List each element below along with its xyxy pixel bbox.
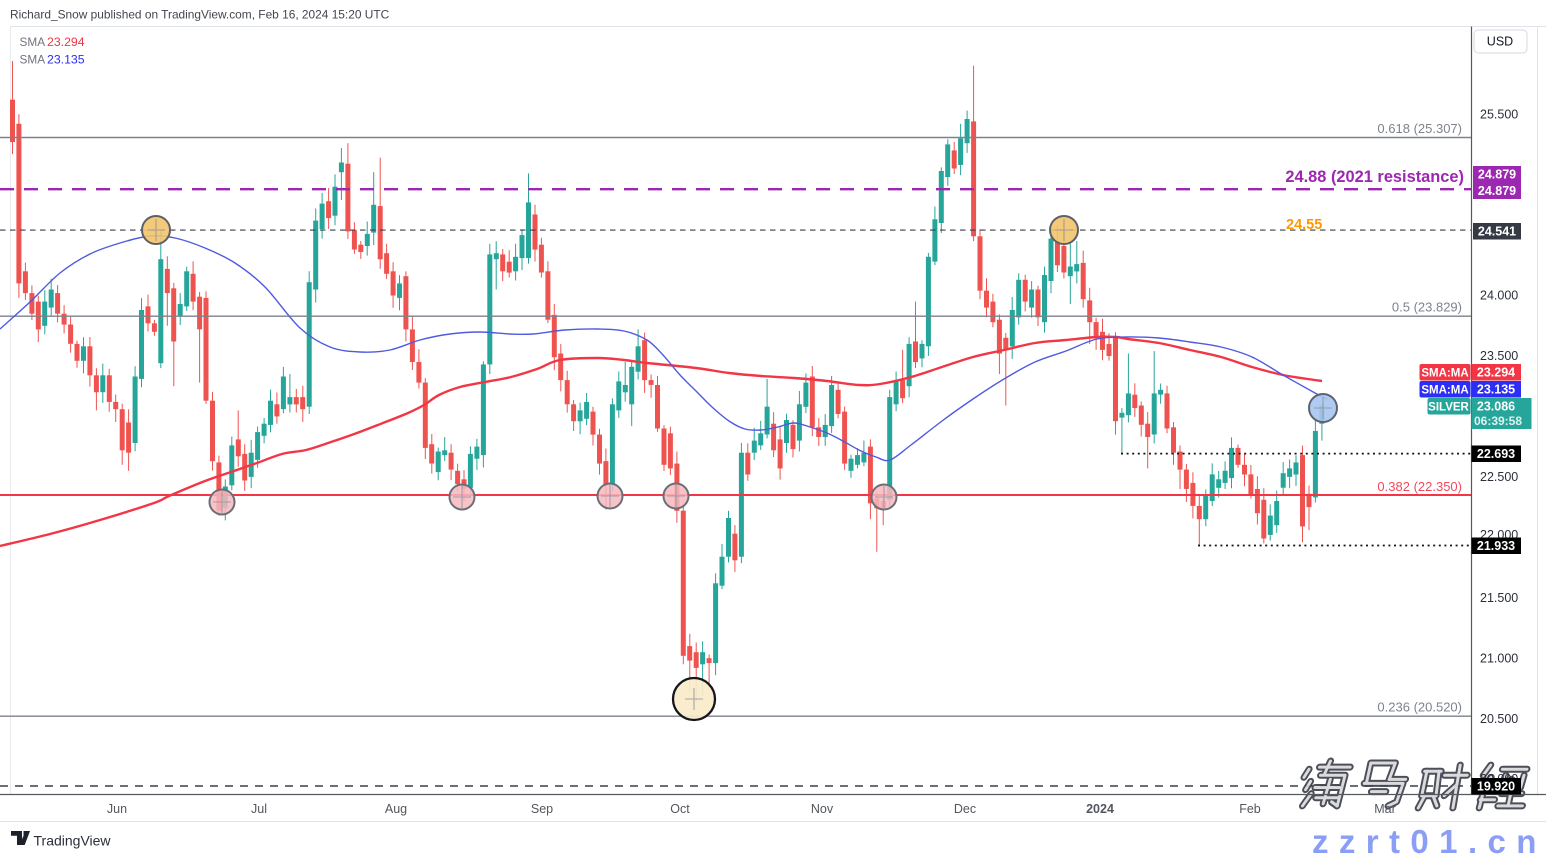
svg-text:23.294: 23.294 <box>47 35 85 49</box>
svg-text:Richard_Snow published on Trad: Richard_Snow published on TradingView.co… <box>10 8 390 22</box>
svg-text:23.135: 23.135 <box>1477 383 1515 397</box>
svg-text:SILVER: SILVER <box>1428 402 1469 414</box>
svg-text:zzrt01.cn: zzrt01.cn <box>1312 823 1546 857</box>
svg-text:23.135: 23.135 <box>47 53 85 67</box>
svg-text:Feb: Feb <box>1239 802 1261 816</box>
svg-text:21.933: 21.933 <box>1477 539 1515 553</box>
svg-text:0.5 (23.829): 0.5 (23.829) <box>1392 300 1462 315</box>
svg-text:21.500: 21.500 <box>1480 591 1518 605</box>
svg-text:0.236 (20.520): 0.236 (20.520) <box>1377 700 1462 715</box>
svg-text:0.618 (25.307): 0.618 (25.307) <box>1377 121 1462 136</box>
svg-text:24.88 (2021 resistance): 24.88 (2021 resistance) <box>1285 168 1464 186</box>
svg-text:SMA: SMA <box>20 53 46 67</box>
svg-text:2024: 2024 <box>1086 802 1114 816</box>
svg-text:SMA: SMA <box>20 35 46 49</box>
svg-text:SMA:MA: SMA:MA <box>1421 368 1468 380</box>
svg-text:0.382 (22.350): 0.382 (22.350) <box>1377 479 1462 494</box>
svg-text:SMA:MA: SMA:MA <box>1421 385 1468 397</box>
svg-text:Dec: Dec <box>954 802 976 816</box>
svg-text:Sep: Sep <box>531 802 553 816</box>
svg-text:19.920: 19.920 <box>1477 780 1515 794</box>
svg-text:23.086: 23.086 <box>1477 400 1515 414</box>
svg-text:24.000: 24.000 <box>1480 289 1518 303</box>
svg-text:Mar: Mar <box>1374 802 1396 816</box>
svg-text:Nov: Nov <box>811 802 834 816</box>
svg-text:23.500: 23.500 <box>1480 349 1518 363</box>
svg-text:TradingView: TradingView <box>34 833 112 849</box>
svg-text:Aug: Aug <box>385 802 407 816</box>
svg-text:USD: USD <box>1487 35 1513 49</box>
svg-text:Oct: Oct <box>670 802 690 816</box>
svg-text:25.500: 25.500 <box>1480 108 1518 122</box>
svg-text:06:39:58: 06:39:58 <box>1474 414 1522 428</box>
svg-text:24.879: 24.879 <box>1478 184 1516 198</box>
svg-text:24.55: 24.55 <box>1286 217 1322 233</box>
svg-text:21.000: 21.000 <box>1480 652 1518 666</box>
svg-text:23.294: 23.294 <box>1477 366 1515 380</box>
svg-text:Jun: Jun <box>107 802 127 816</box>
svg-text:20.500: 20.500 <box>1480 712 1518 726</box>
svg-text:24.879: 24.879 <box>1478 168 1516 182</box>
svg-text:22.500: 22.500 <box>1480 470 1518 484</box>
svg-text:24.541: 24.541 <box>1478 225 1516 239</box>
svg-text:Jul: Jul <box>251 802 267 816</box>
svg-text:22.693: 22.693 <box>1477 447 1515 461</box>
